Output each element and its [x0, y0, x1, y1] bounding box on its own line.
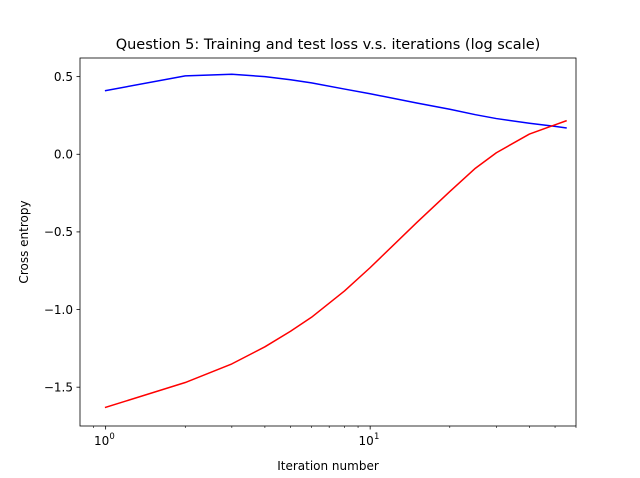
y-axis-label: Cross entropy [17, 200, 31, 283]
series-line-1 [104, 73, 567, 129]
x-tick-label: 10 [94, 434, 109, 448]
axes: 0.50.0−0.5−1.0−1.510 0 10 1 [44, 57, 577, 448]
y-tick-label: 0.0 [54, 148, 73, 162]
y-tick-label: −1.5 [44, 380, 73, 394]
series-group [104, 73, 567, 409]
y-tick-label: −0.5 [44, 225, 73, 239]
x-axis-label: Iteration number [277, 459, 379, 473]
y-tick-label: 0.5 [54, 70, 73, 84]
y-tick-label: −1.0 [44, 303, 73, 317]
axes-frame [79, 57, 577, 427]
plot-area [104, 73, 567, 409]
x-tick-exponent: 0 [109, 432, 114, 442]
x-tick-exponent: 1 [374, 432, 379, 442]
chart-title: Question 5: Training and test loss v.s. … [116, 37, 541, 53]
x-tick-label: 10 [359, 434, 374, 448]
series-line-2 [104, 119, 567, 409]
